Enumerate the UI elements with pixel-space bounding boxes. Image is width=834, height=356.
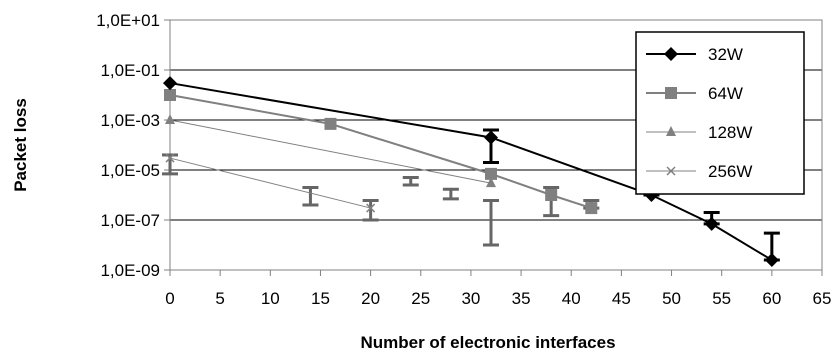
error-bar: [482, 199, 499, 247]
x-tick-label: 40: [562, 289, 581, 308]
x-tick-label: 5: [215, 289, 224, 308]
error-bar: [442, 187, 459, 201]
x-tick-label: 55: [712, 289, 731, 308]
data-point-square: [665, 87, 677, 99]
data-point-triangle: [165, 114, 175, 124]
x-tick-label: 30: [461, 289, 480, 308]
data-point-diamond: [483, 130, 498, 145]
y-tick-label: 1,0E-05: [100, 161, 160, 180]
data-point-diamond: [704, 216, 719, 231]
y-tick-label: 1,0E-07: [100, 211, 160, 230]
data-point-x: [366, 203, 376, 213]
data-point-x-stroke: [366, 203, 376, 213]
data-point-x: [165, 153, 175, 163]
x-tick-label: 35: [512, 289, 531, 308]
x-tick-label: 10: [261, 289, 280, 308]
legend-label: 64W: [708, 84, 743, 103]
error-bar: [302, 185, 319, 207]
data-point-square: [484, 167, 497, 180]
legend-label: 128W: [708, 123, 752, 142]
data-point-x-stroke: [666, 166, 676, 176]
error-bar: [362, 199, 379, 222]
x-tick-label: 45: [612, 289, 631, 308]
legend: 32W 64W 128W 256W: [635, 31, 805, 195]
plot-area: [169, 19, 823, 271]
x-axis-tick-labels: 0 5 10 15 20 25 30 35 40 45 50 55 60 65: [165, 270, 831, 308]
data-point-diamond: [764, 253, 779, 268]
legend-entry: 32W: [646, 45, 743, 64]
y-tick-label: 1,0E-01: [100, 61, 160, 80]
y-axis-title: Packet loss: [11, 98, 30, 192]
legend-entry: 128W: [646, 123, 752, 142]
legend-label: 32W: [708, 45, 743, 64]
series-line: [169, 157, 371, 209]
x-tick-label: 65: [813, 289, 832, 308]
error-bar: [402, 176, 419, 187]
x-tick-label: 25: [411, 289, 430, 308]
x-tick-label: 20: [361, 289, 380, 308]
x-tick-label: 0: [165, 289, 174, 308]
legend-entry: 256W: [646, 162, 752, 181]
data-point-square: [324, 117, 337, 130]
data-point-square: [545, 189, 558, 201]
x-tick-label: 50: [662, 289, 681, 308]
legend-entry: 64W: [646, 84, 743, 103]
data-point-diamond: [163, 76, 177, 91]
data-point-triangle: [485, 177, 496, 188]
data-point-square: [585, 202, 598, 215]
data-point-x-stroke: [165, 153, 175, 163]
y-tick-label: 1,0E-09: [100, 261, 160, 280]
y-tick-label: 1,0E+01: [96, 11, 160, 30]
data-point-diamond: [664, 47, 678, 61]
data-point-triangle: [666, 126, 676, 136]
x-tick-label: 60: [762, 289, 781, 308]
x-axis-title: Number of electronic interfaces: [360, 333, 615, 352]
x-tick-label: 15: [311, 289, 330, 308]
series-line: [169, 119, 492, 184]
legend-box: [635, 31, 805, 195]
y-axis-tick-labels: 1,0E-09 1,0E-07 1,0E-05 1,0E-03 1,0E-01 1,0E+…: [96, 11, 170, 280]
data-point-x: [666, 166, 676, 176]
legend-label: 256W: [708, 162, 752, 181]
y-tick-label: 1,0E-03: [100, 111, 160, 130]
data-point-square: [164, 89, 176, 101]
